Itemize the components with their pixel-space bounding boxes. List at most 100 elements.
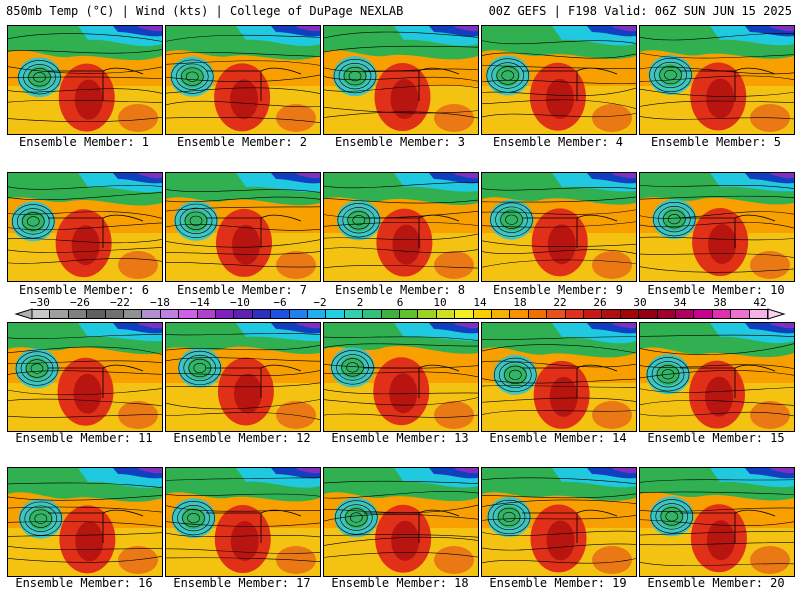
colorbar-tick-label: 34 [673, 296, 687, 309]
ensemble-member-label: Ensemble Member: 13 [331, 431, 469, 445]
colorbar-bin [712, 310, 732, 318]
colorbar-bin [602, 310, 621, 318]
ensemble-member-map [639, 467, 795, 577]
colorbar-bin [676, 310, 695, 318]
colorbar-bin [179, 310, 198, 318]
colorbar-bin [400, 310, 419, 318]
colorbar-bin [197, 310, 216, 318]
colorbar-tick-label: 10 [433, 296, 447, 309]
ensemble-member-label: Ensemble Member: 2 [176, 135, 308, 149]
colorbar-tick-label: 22 [553, 296, 567, 309]
colorbar-bin [492, 310, 511, 318]
ensemble-member-label: Ensemble Member: 16 [15, 576, 153, 590]
colorbar-bin [473, 310, 492, 318]
ensemble-member-map [7, 172, 163, 282]
colorbar-tick-label: 42 [753, 296, 767, 309]
ensemble-member-label: Ensemble Member: 5 [650, 135, 782, 149]
ensemble-member-map [165, 172, 321, 282]
colorbar-tick-label: 26 [593, 296, 607, 309]
ensemble-member-label: Ensemble Member: 12 [173, 431, 311, 445]
ensemble-member-label: Ensemble Member: 14 [489, 431, 627, 445]
ensemble-member-label: Ensemble Member: 18 [331, 576, 469, 590]
colorbar-bin [620, 310, 640, 318]
ensemble-member-label: Ensemble Member: 1 [18, 135, 150, 149]
colorbar-bin [510, 310, 529, 318]
colorbar-tick-label: 6 [396, 296, 404, 309]
colorbar-bin [160, 310, 180, 318]
colorbar-bin [271, 310, 290, 318]
ensemble-member-map [481, 322, 637, 432]
colorbar-end-arrows [14, 308, 786, 320]
ensemble-member-map [7, 25, 163, 135]
colorbar-tick-label: 2 [356, 296, 364, 309]
ensemble-member-map [165, 322, 321, 432]
ensemble-member-map [323, 25, 479, 135]
colorbar-bin [142, 310, 161, 318]
colorbar-bin [87, 310, 106, 318]
colorbar-bin [381, 310, 400, 318]
colorbar-bin [308, 310, 327, 318]
ensemble-member-map [639, 25, 795, 135]
colorbar-tick-label: −10 [230, 296, 250, 309]
ensemble-member-map [323, 322, 479, 432]
chart-title: 850mb Temp (°C) | Wind (kts) | College o… [6, 4, 404, 18]
ensemble-member-map [323, 172, 479, 282]
ensemble-member-label: Ensemble Member: 3 [334, 135, 466, 149]
colorbar-bin [252, 310, 272, 318]
colorbar-tick-label: 30 [633, 296, 647, 309]
colorbar-bin [344, 310, 364, 318]
colorbar-tick-label: −2 [313, 296, 327, 309]
ensemble-member-label: Ensemble Member: 10 [647, 283, 785, 297]
colorbar-tick-label: 18 [513, 296, 527, 309]
colorbar-bin [455, 310, 474, 318]
colorbar-bin [436, 310, 456, 318]
colorbar-tick-label: −26 [70, 296, 90, 309]
colorbar-bin [584, 310, 603, 318]
ensemble-member-label: Ensemble Member: 9 [492, 283, 624, 297]
ensemble-member-map [481, 467, 637, 577]
colorbar-tick-label: −30 [30, 296, 50, 309]
colorbar-bin [105, 310, 124, 318]
colorbar-bin [124, 310, 143, 318]
colorbar-bin [68, 310, 88, 318]
ensemble-member-map [639, 322, 795, 432]
colorbar-bin [694, 310, 713, 318]
ensemble-member-label: Ensemble Member: 19 [489, 576, 627, 590]
colorbar-bin [216, 310, 235, 318]
colorbar-bin [639, 310, 658, 318]
colorbar-bin [363, 310, 382, 318]
ensemble-member-label: Ensemble Member: 6 [18, 283, 150, 297]
colorbar-tick-label: −18 [150, 296, 170, 309]
colorbar-bin [565, 310, 584, 318]
colorbar-bin [547, 310, 566, 318]
colorbar-bin [657, 310, 676, 318]
colorbar-bin [32, 310, 51, 318]
ensemble-member-map [7, 322, 163, 432]
colorbar-bin [749, 310, 768, 318]
colorbar-tick-label: 14 [473, 296, 487, 309]
colorbar-bin [528, 310, 548, 318]
ensemble-member-map [323, 467, 479, 577]
colorbar-bin [326, 310, 345, 318]
colorbar-bin [731, 310, 750, 318]
ensemble-member-map [639, 172, 795, 282]
colorbar-bin [418, 310, 437, 318]
ensemble-member-label: Ensemble Member: 20 [647, 576, 785, 590]
ensemble-member-map [481, 172, 637, 282]
ensemble-member-label: Ensemble Member: 4 [492, 135, 624, 149]
ensemble-member-label: Ensemble Member: 8 [334, 283, 466, 297]
ensemble-member-label: Ensemble Member: 11 [15, 431, 153, 445]
ensemble-member-label: Ensemble Member: 7 [176, 283, 308, 297]
colorbar-tick-label: −14 [190, 296, 210, 309]
ensemble-member-map [165, 25, 321, 135]
colorbar-tick-label: 38 [713, 296, 727, 309]
ensemble-member-label: Ensemble Member: 15 [647, 431, 785, 445]
colorbar-tick-label: −22 [110, 296, 130, 309]
ensemble-member-map [7, 467, 163, 577]
ensemble-member-label: Ensemble Member: 17 [173, 576, 311, 590]
colorbar-bin [50, 310, 69, 318]
ensemble-member-map [165, 467, 321, 577]
colorbar-bin [234, 310, 253, 318]
colorbar-frame [32, 309, 768, 319]
colorbar-tick-label: −6 [273, 296, 287, 309]
